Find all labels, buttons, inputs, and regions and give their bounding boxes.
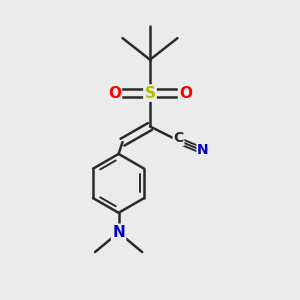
Text: O: O [108, 85, 121, 100]
Text: O: O [179, 85, 192, 100]
Text: N: N [197, 143, 209, 157]
Text: N: N [112, 225, 125, 240]
Text: C: C [173, 131, 184, 145]
Text: S: S [145, 85, 155, 100]
